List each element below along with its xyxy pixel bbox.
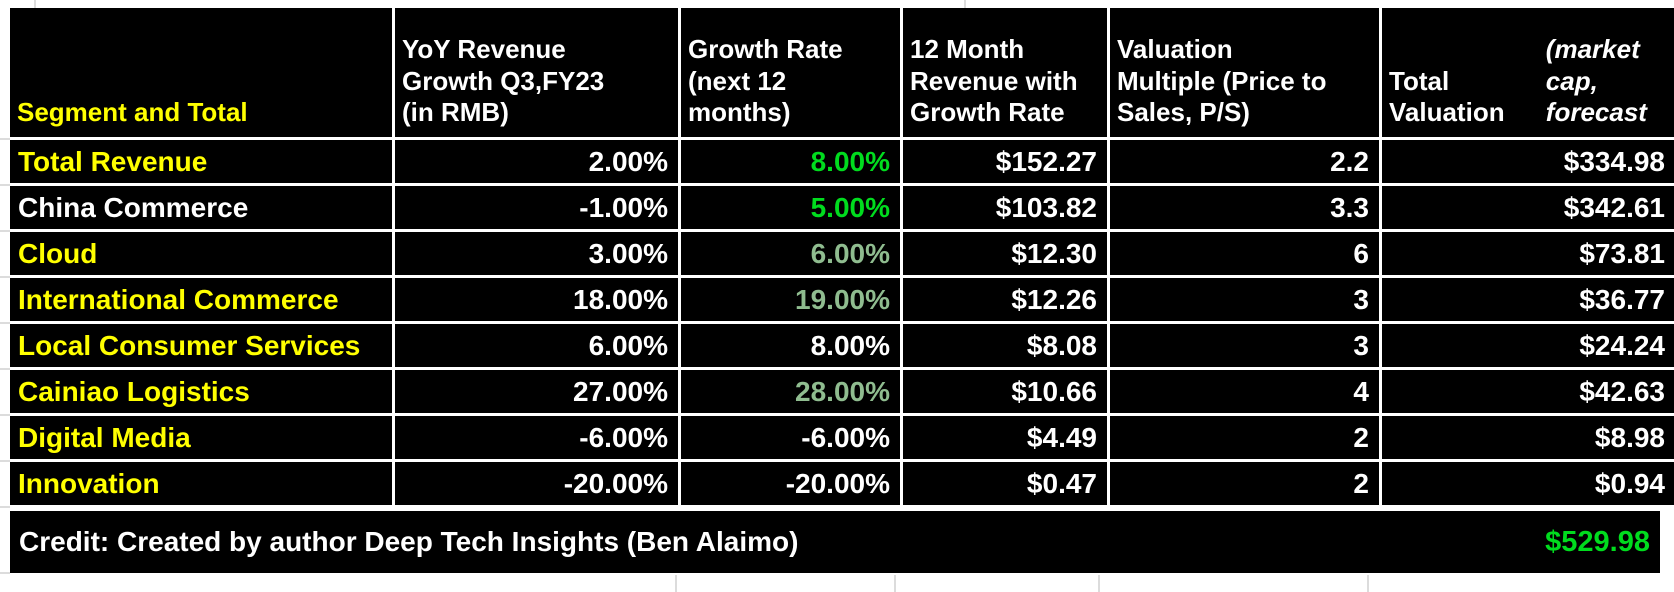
gridline [0, 184, 10, 186]
revenue-cell: $12.26 [903, 278, 1107, 321]
yoy-cell: 18.00% [395, 278, 678, 321]
valuation-cell: $0.94 [1382, 462, 1674, 505]
growth-cell: -6.00% [681, 416, 900, 459]
yoy-cell: -6.00% [395, 416, 678, 459]
total-valuation-sum: $529.98 [1545, 525, 1650, 558]
valuation-cell: $8.98 [1382, 416, 1674, 459]
multiple-cell: 3.3 [1110, 186, 1379, 229]
multiple-cell: 4 [1110, 370, 1379, 413]
growth-cell: 8.00% [681, 324, 900, 367]
growth-cell: 5.00% [681, 186, 900, 229]
multiple-cell: 3 [1110, 278, 1379, 321]
gridline [1098, 575, 1100, 592]
header-total-valuation-subtitle: (market cap, forecast [1545, 33, 1647, 128]
yoy-cell: 2.00% [395, 140, 678, 183]
growth-cell: 6.00% [681, 232, 900, 275]
header-12-month-revenue: 12 Month Revenue with Growth Rate [903, 8, 1107, 137]
gridline [0, 414, 10, 416]
gridline [0, 230, 10, 232]
segment-cell: Cloud [10, 232, 392, 275]
revenue-cell: $152.27 [903, 140, 1107, 183]
growth-cell: 8.00% [681, 140, 900, 183]
header-valuation-multiple: Valuation Multiple (Price to Sales, P/S) [1110, 8, 1379, 137]
valuation-table: Segment and Total YoY Revenue Growth Q3,… [10, 8, 1674, 505]
segment-cell: Innovation [10, 462, 392, 505]
growth-cell: 28.00% [681, 370, 900, 413]
header-growth-rate: Growth Rate (next 12 months) [681, 8, 900, 137]
valuation-cell: $334.98 [1382, 140, 1674, 183]
gridline [0, 572, 10, 574]
gridline [0, 460, 10, 462]
valuation-cell: $73.81 [1382, 232, 1674, 275]
gridline [34, 0, 36, 8]
header-total-valuation: Total Valuation (market cap, forecast [1382, 8, 1674, 137]
revenue-cell: $8.08 [903, 324, 1107, 367]
header-yoy-revenue-growth: YoY Revenue Growth Q3,FY23 (in RMB) [395, 8, 678, 137]
gridline [0, 506, 10, 508]
segment-cell: China Commerce [10, 186, 392, 229]
segment-cell: Digital Media [10, 416, 392, 459]
yoy-cell: 3.00% [395, 232, 678, 275]
revenue-cell: $103.82 [903, 186, 1107, 229]
segment-cell: Local Consumer Services [10, 324, 392, 367]
multiple-cell: 2 [1110, 462, 1379, 505]
revenue-cell: $10.66 [903, 370, 1107, 413]
growth-cell: 19.00% [681, 278, 900, 321]
gridline [1367, 575, 1369, 592]
multiple-cell: 2.2 [1110, 140, 1379, 183]
revenue-cell: $12.30 [903, 232, 1107, 275]
revenue-cell: $4.49 [903, 416, 1107, 459]
yoy-cell: 6.00% [395, 324, 678, 367]
gridline [0, 368, 10, 370]
multiple-cell: 2 [1110, 416, 1379, 459]
header-total-valuation-main: Total Valuation [1389, 65, 1505, 128]
multiple-cell: 6 [1110, 232, 1379, 275]
valuation-cell: $36.77 [1382, 278, 1674, 321]
gridline [964, 0, 966, 8]
gridline [0, 276, 10, 278]
credit-bar: Credit: Created by author Deep Tech Insi… [10, 511, 1660, 573]
valuation-cell: $342.61 [1382, 186, 1674, 229]
segment-cell: International Commerce [10, 278, 392, 321]
gridline [894, 575, 896, 592]
gridline [675, 575, 677, 592]
multiple-cell: 3 [1110, 324, 1379, 367]
valuation-cell: $42.63 [1382, 370, 1674, 413]
gridline [0, 322, 10, 324]
yoy-cell: -1.00% [395, 186, 678, 229]
segment-cell: Total Revenue [10, 140, 392, 183]
yoy-cell: -20.00% [395, 462, 678, 505]
revenue-cell: $0.47 [903, 462, 1107, 505]
segment-cell: Cainiao Logistics [10, 370, 392, 413]
header-segment-and-total: Segment and Total [10, 8, 392, 137]
gridline [0, 138, 10, 140]
yoy-cell: 27.00% [395, 370, 678, 413]
credit-text: Credit: Created by author Deep Tech Insi… [19, 526, 799, 557]
valuation-cell: $24.24 [1382, 324, 1674, 367]
growth-cell: -20.00% [681, 462, 900, 505]
